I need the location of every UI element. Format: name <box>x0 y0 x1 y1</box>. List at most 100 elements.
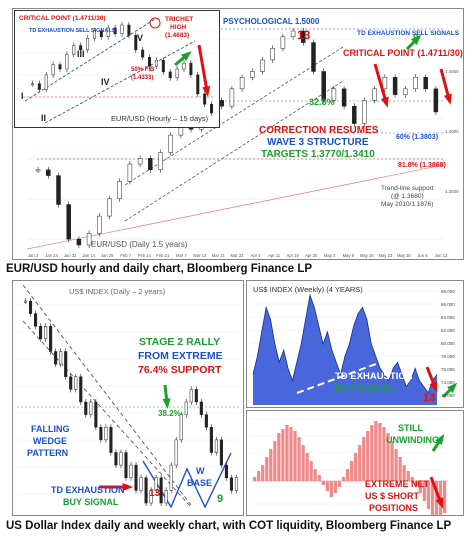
daily-green-arrow-head <box>411 34 422 45</box>
hourly-candle <box>134 35 138 51</box>
daily-candle <box>66 204 71 240</box>
cot-bar <box>434 481 439 515</box>
hourly-candle <box>106 27 110 37</box>
w-base-line-2: BASE <box>187 478 212 488</box>
correction-line-2: WAVE 3 STRUCTURE <box>267 137 369 148</box>
correction-line-1: CORRECTION RESUMES <box>259 125 379 136</box>
w-base-line-1: W <box>196 466 205 476</box>
usd-candle <box>64 351 68 377</box>
usd-candle <box>59 351 63 365</box>
hourly-candle <box>44 74 48 90</box>
cot-bar <box>317 475 321 481</box>
top-caption: EUR/USD hourly and daily chart, Bloomber… <box>6 263 313 275</box>
cot-bar <box>333 481 338 493</box>
daily-y-tick: 1.3500 <box>445 189 459 194</box>
usd-candle <box>229 477 234 491</box>
daily-pct-label: 32.8% <box>309 97 335 107</box>
daily-candle <box>270 48 275 61</box>
daily-candle <box>35 169 41 172</box>
hourly-candle <box>99 30 103 37</box>
daily-candle <box>260 59 265 72</box>
usd-weekly-chart: 88.000 86.000 84.000 82.000 80.000 78.000 76.0… <box>247 281 463 407</box>
cot-bar <box>285 425 289 481</box>
daily-x-tick: Jan 31 <box>64 253 77 258</box>
cot-bar <box>382 427 386 481</box>
hourly-candle <box>203 93 207 105</box>
cot-bar <box>358 445 362 481</box>
cot-bar <box>370 425 374 481</box>
wave-4: IV <box>101 77 110 87</box>
cot-bar <box>398 457 402 481</box>
daily-channel-lower <box>124 80 344 222</box>
cot-bar <box>329 481 334 497</box>
weekly-y-tick: 76.000 <box>441 367 455 372</box>
daily-candle <box>423 77 428 90</box>
daily-candle <box>76 238 82 246</box>
daily-candle <box>117 181 122 199</box>
cot-bar <box>281 429 285 481</box>
cot-bar <box>414 481 418 485</box>
cot-bar <box>426 481 431 509</box>
daily-candle <box>239 77 245 90</box>
usd-candle <box>164 490 168 504</box>
cot-bar <box>402 465 406 481</box>
daily-x-tick: Mar 21 <box>212 253 226 258</box>
weekly-y-tick: 84.000 <box>441 315 455 320</box>
usd-candle <box>104 427 108 441</box>
usd-daily-chart: US$ INDEX (Daily – 2 years) STAGE 2 RALL… <box>13 281 243 515</box>
usd-candle <box>189 389 193 403</box>
daily-candle <box>290 30 296 38</box>
daily-trendline-support <box>26 164 444 250</box>
daily-candle <box>97 215 102 234</box>
usd-candle <box>154 477 158 491</box>
usd-candle <box>23 300 28 303</box>
weekly-y-tick: 82.000 <box>441 328 455 333</box>
daily-red-arrow-head <box>380 96 389 108</box>
daily-candle <box>382 77 388 90</box>
hourly-candle <box>182 62 186 70</box>
usd-candle <box>234 477 239 491</box>
daily-candle <box>148 157 153 171</box>
hourly-candle <box>51 64 55 76</box>
daily-x-tick: Apr 4 <box>251 253 262 258</box>
usd-td-line-1: TD EXHAUSTION <box>51 485 125 495</box>
daily-candle <box>372 88 377 101</box>
daily-candle <box>311 42 316 72</box>
weekly-y-tick: 80.000 <box>441 341 455 346</box>
cot-bar <box>305 453 309 481</box>
daily-candle <box>46 169 51 176</box>
fib-81-label: 81.8% (1.3868) <box>398 162 446 169</box>
daily-candle <box>229 88 235 107</box>
daily-candle <box>219 100 224 107</box>
daily-candle <box>331 88 337 101</box>
cot-bar <box>390 441 394 481</box>
eurusd-hourly-chart: CRITICAL POINT (1.4711/30) TD EXHAUSTION… <box>15 11 218 126</box>
daily-candle <box>158 152 163 171</box>
daily-candle <box>107 198 112 217</box>
daily-candle <box>127 163 133 182</box>
usd-daily-title: US$ INDEX (Daily – 2 years) <box>69 287 166 296</box>
usd-td-line-2: BUY SIGNAL <box>63 497 119 507</box>
trendline-label-2: (@ 1.3680) <box>391 193 424 200</box>
cot-bar <box>410 477 414 481</box>
cot-bar <box>406 471 410 481</box>
trichet-2: HIGH <box>170 24 187 31</box>
hourly-candle <box>210 103 214 114</box>
wedge-line-3: PATTERN <box>27 448 68 458</box>
usd-candle <box>74 376 78 390</box>
fib-60-label: 60% (1.3803) <box>396 134 438 141</box>
usd-candle <box>84 401 88 415</box>
usd-candle <box>54 351 58 365</box>
daily-x-tick: May 23 <box>378 253 392 258</box>
usd-candle <box>134 464 138 491</box>
cot-bar <box>422 481 426 501</box>
daily-x-tick: Feb 21 <box>156 253 170 258</box>
hourly-candle <box>65 54 69 70</box>
usd-daily-panel: US$ INDEX (Daily – 2 years) STAGE 2 RALL… <box>12 280 244 516</box>
daily-x-tick: Apr 11 <box>268 253 281 258</box>
usd-candle <box>214 439 218 453</box>
usd-candle <box>144 477 148 504</box>
weekly-y-tick: 72.000 <box>441 393 455 398</box>
correction-line-3: TARGETS 1.3770/1.3410 <box>261 149 375 160</box>
daily-candle <box>413 77 418 90</box>
